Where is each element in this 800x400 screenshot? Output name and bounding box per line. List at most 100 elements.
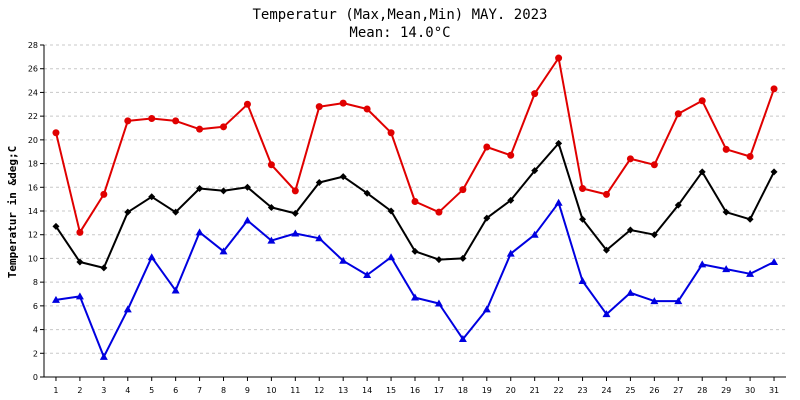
y-tick-label: 4 [33,326,38,335]
data-point [674,201,682,209]
data-point [698,168,706,176]
data-point [483,143,491,151]
data-point [459,254,467,262]
data-point [267,236,276,244]
x-tick-label: 22 [554,386,564,395]
data-point [243,183,251,191]
data-point [387,129,395,137]
x-tick-label: 4 [125,386,130,395]
data-point [555,139,563,147]
x-tick-label: 14 [362,386,372,395]
data-point [243,216,252,224]
data-point [291,209,299,217]
y-tick-label: 8 [33,278,38,287]
x-tick-label: 13 [338,386,348,395]
y-tick-label: 24 [28,88,38,97]
data-point [531,167,539,175]
data-point [626,288,635,296]
x-tick-label: 2 [77,386,82,395]
data-point [220,187,228,195]
x-tick-label: 1 [53,386,58,395]
data-point [482,305,491,313]
data-point [123,305,132,313]
data-point [315,103,323,111]
x-tick-label: 29 [721,386,731,395]
data-point [172,208,180,216]
x-tick-label: 28 [697,386,707,395]
data-point [339,99,347,107]
data-point [579,215,587,223]
data-point [172,117,180,125]
data-point [148,115,156,123]
x-tick-label: 3 [101,386,106,395]
data-point [267,161,275,169]
data-point [196,184,204,192]
data-point [579,184,587,192]
x-tick-label: 15 [386,386,396,395]
data-point [602,190,610,198]
data-point [531,90,539,98]
data-point [52,222,60,230]
y-tick-label: 18 [28,160,38,169]
x-tick-label: 26 [649,386,659,395]
x-tick-label: 24 [601,386,611,395]
data-point [147,253,156,261]
data-point [554,198,563,206]
data-point [363,271,372,279]
y-tick-label: 2 [33,349,38,358]
data-point [315,179,323,187]
data-point [435,256,443,264]
x-tick-label: 11 [290,386,300,395]
data-point [698,260,707,268]
data-point [770,168,778,176]
data-point [578,276,587,284]
data-point [722,265,731,273]
y-tick-label: 0 [33,373,38,382]
x-tick-label: 19 [482,386,492,395]
data-point [506,249,515,257]
data-point [124,117,132,125]
data-point [363,105,371,113]
x-tick-label: 17 [434,386,444,395]
data-point [76,228,84,236]
series-1 [52,139,778,272]
data-point [674,297,683,305]
data-point [291,187,299,195]
data-point [100,264,108,272]
data-point [195,228,204,236]
x-tick-label: 6 [173,386,178,395]
x-tick-label: 10 [266,386,276,395]
chart-subtitle: Mean: 14.0°C [349,25,450,41]
data-point [75,292,84,300]
data-point [530,230,539,238]
data-point [52,129,60,137]
y-tick-label: 22 [28,112,38,121]
data-point [770,257,779,265]
data-point [411,198,419,206]
x-tick-label: 21 [530,386,540,395]
y-tick-label: 12 [28,231,38,240]
x-tick-label: 25 [625,386,635,395]
data-point [650,231,658,239]
data-point [76,258,84,266]
x-tick-label: 12 [314,386,324,395]
data-point [722,145,730,153]
x-tick-label: 31 [769,386,779,395]
y-tick-label: 28 [28,41,38,50]
y-axis-label: Temperatur in &deg;C [6,146,19,278]
data-point [602,310,611,318]
data-point [387,207,395,215]
x-tick-label: 9 [245,386,250,395]
x-tick-label: 23 [577,386,587,395]
data-point [483,214,491,222]
data-point [770,85,778,93]
data-point [387,253,396,261]
x-tick-label: 18 [458,386,468,395]
data-point [507,196,515,204]
data-point [746,152,754,160]
x-tick-label: 30 [745,386,755,395]
y-tick-label: 20 [28,136,38,145]
data-point [315,234,324,242]
data-point [674,110,682,118]
data-point [291,229,300,237]
